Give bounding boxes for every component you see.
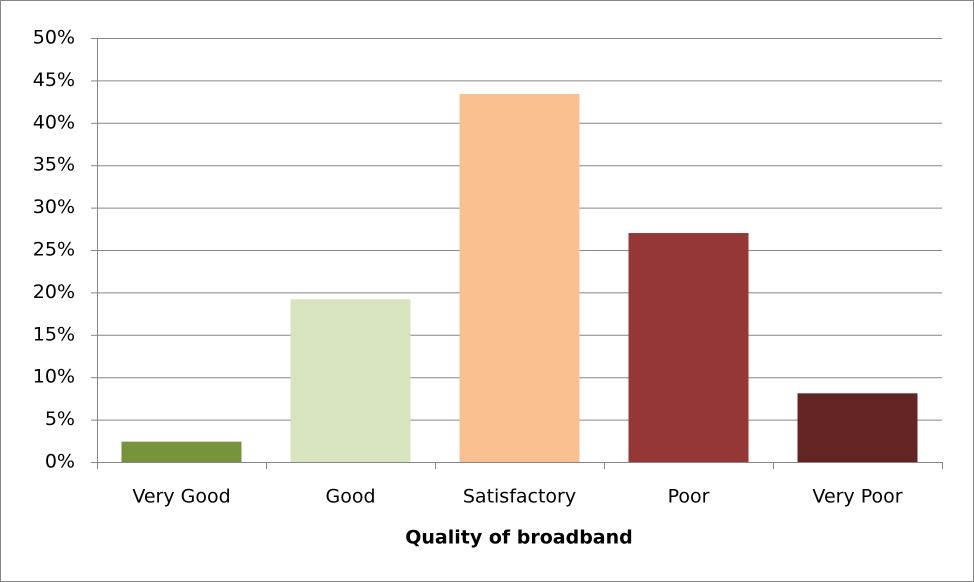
x-tick-label: Poor	[668, 486, 710, 508]
y-tick-label: 25%	[33, 239, 75, 261]
y-tick-label: 35%	[33, 154, 75, 176]
bar	[797, 393, 918, 462]
y-tick-label: 10%	[33, 366, 75, 388]
x-tick-label: Very Good	[132, 486, 230, 508]
y-tick-label: 5%	[45, 408, 75, 430]
y-tick-label: 40%	[33, 111, 75, 133]
y-tick-label: 15%	[33, 323, 75, 345]
bar	[290, 299, 411, 462]
bar	[628, 233, 749, 462]
y-tick-label: 0%	[45, 451, 75, 473]
y-tick-label: 20%	[33, 281, 75, 303]
y-tick-label: 50%	[33, 27, 75, 49]
bar	[459, 93, 580, 462]
x-axis-title: Quality of broadband	[405, 527, 633, 549]
y-tick-label: 30%	[33, 196, 75, 218]
x-tick-label: Good	[325, 486, 375, 508]
x-tick-label: Satisfactory	[463, 486, 576, 508]
y-tick-label: 45%	[33, 69, 75, 91]
bar	[121, 441, 242, 462]
x-tick-label: Very Poor	[812, 486, 902, 508]
